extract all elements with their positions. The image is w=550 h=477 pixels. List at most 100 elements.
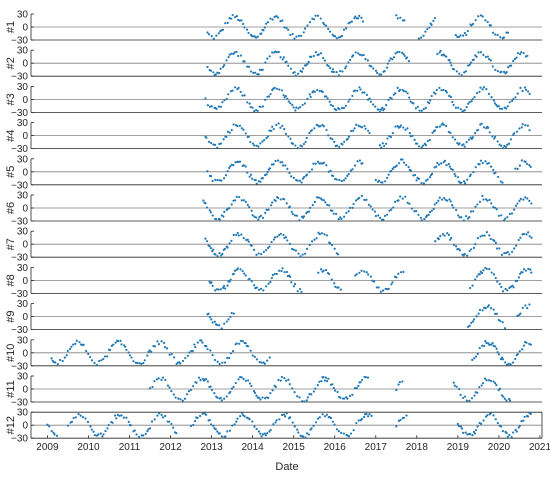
data-point	[286, 167, 289, 170]
data-point	[521, 348, 524, 351]
data-point	[433, 16, 437, 20]
data-point	[402, 416, 406, 419]
data-point	[476, 203, 479, 206]
data-point	[483, 344, 486, 348]
data-point	[205, 240, 209, 243]
data-point	[448, 59, 451, 62]
y-tick-label: −30	[11, 361, 28, 372]
data-point	[227, 318, 230, 321]
data-point	[494, 33, 497, 36]
data-point	[268, 430, 271, 433]
data-point	[332, 386, 335, 390]
data-point	[494, 135, 497, 138]
data-point	[295, 35, 298, 38]
data-point	[150, 420, 154, 423]
data-point	[246, 345, 250, 348]
data-point	[329, 242, 332, 245]
data-point	[489, 379, 493, 382]
data-point	[247, 135, 250, 138]
data-point	[516, 314, 519, 317]
data-point	[483, 377, 487, 380]
data-point	[87, 352, 90, 356]
data-point	[398, 380, 401, 384]
data-point	[335, 37, 338, 40]
data-point	[216, 71, 219, 74]
data-point	[271, 389, 274, 392]
data-point	[168, 386, 171, 389]
data-point	[251, 420, 254, 423]
data-point	[74, 342, 77, 345]
data-point	[527, 267, 530, 270]
data-point	[489, 307, 493, 310]
data-point	[277, 50, 280, 54]
data-point	[244, 200, 247, 204]
data-point	[396, 86, 399, 89]
data-point	[392, 206, 395, 209]
data-point	[248, 102, 251, 105]
data-point	[528, 235, 531, 238]
data-point	[386, 176, 389, 180]
data-point	[399, 124, 403, 127]
data-point	[311, 203, 314, 207]
data-point	[331, 138, 334, 141]
data-point	[312, 390, 315, 393]
data-point	[286, 97, 289, 100]
data-point	[460, 74, 463, 77]
data-point	[185, 393, 189, 396]
data-point	[299, 144, 302, 147]
data-point	[469, 432, 472, 436]
data-point	[486, 20, 489, 24]
data-point	[298, 287, 302, 291]
data-point	[484, 198, 488, 201]
data-point	[331, 209, 334, 212]
data-point	[229, 352, 233, 355]
data-point	[347, 100, 350, 103]
panel-label: #1	[5, 21, 17, 33]
data-point	[232, 385, 235, 389]
data-point	[378, 73, 381, 76]
data-point	[436, 161, 439, 165]
data-point	[452, 103, 455, 107]
data-point	[282, 164, 285, 167]
data-point	[506, 105, 509, 108]
data-point	[219, 396, 222, 399]
data-point	[235, 195, 238, 198]
data-point	[224, 22, 227, 25]
data-point	[516, 352, 519, 356]
data-point	[302, 215, 306, 218]
data-point	[279, 379, 282, 382]
data-point	[512, 431, 515, 434]
data-point	[451, 136, 454, 139]
data-point	[493, 239, 496, 243]
data-point	[228, 53, 231, 56]
data-point	[497, 318, 500, 322]
data-point	[498, 282, 501, 285]
data-point	[412, 174, 415, 177]
data-point	[288, 383, 291, 386]
data-point	[272, 163, 275, 166]
data-point	[526, 54, 529, 57]
data-point	[360, 269, 363, 272]
data-point	[328, 272, 331, 276]
data-point	[460, 216, 463, 219]
data-point	[331, 104, 335, 108]
data-point	[163, 341, 166, 344]
data-point	[354, 274, 357, 277]
data-point	[329, 103, 333, 106]
data-point	[268, 55, 271, 58]
data-point	[378, 110, 381, 113]
data-point	[518, 424, 521, 428]
data-point	[236, 124, 239, 128]
data-point	[314, 51, 318, 54]
data-point	[455, 70, 458, 73]
data-point	[445, 124, 448, 128]
data-point	[268, 129, 271, 132]
data-point	[270, 240, 273, 244]
data-point	[476, 391, 479, 394]
data-point	[267, 396, 270, 399]
data-point	[243, 26, 246, 29]
data-point	[349, 432, 353, 435]
data-point	[439, 234, 442, 238]
data-point	[528, 164, 531, 167]
data-point	[357, 124, 360, 127]
